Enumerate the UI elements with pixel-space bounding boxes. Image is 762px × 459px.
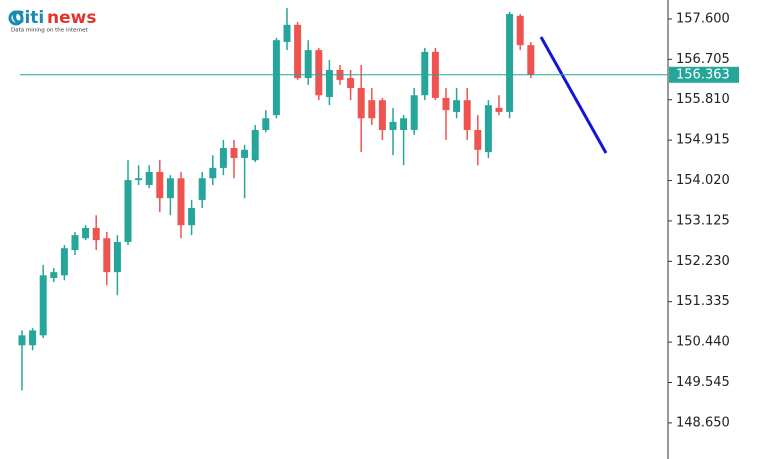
candle-body bbox=[92, 227, 100, 241]
candle-body bbox=[82, 227, 90, 239]
candle-body bbox=[50, 272, 58, 279]
y-tick-label: 153.125 bbox=[676, 213, 730, 228]
candle-body bbox=[156, 171, 164, 199]
y-tick-label: 148.650 bbox=[676, 415, 730, 430]
y-tick-label: 149.545 bbox=[676, 375, 730, 390]
candle-body bbox=[71, 235, 79, 251]
logo-icon bbox=[8, 10, 24, 26]
last-price-label: 156.363 bbox=[676, 67, 730, 82]
candle-body bbox=[103, 238, 111, 273]
candle-body bbox=[495, 107, 503, 112]
candle-body bbox=[463, 100, 471, 130]
candle-body bbox=[230, 148, 238, 158]
logo: Citi news Data mining on the internet bbox=[8, 8, 96, 34]
y-tick-label: 156.705 bbox=[676, 52, 730, 67]
candle-body bbox=[294, 24, 302, 79]
candle-body bbox=[177, 178, 185, 226]
y-tick-label: 151.335 bbox=[676, 294, 730, 309]
candle-body bbox=[188, 208, 196, 226]
y-tick-label: 154.915 bbox=[676, 133, 730, 148]
candle-body bbox=[241, 149, 249, 158]
candle-body bbox=[315, 50, 323, 96]
candle-body bbox=[378, 100, 386, 130]
candle-body bbox=[347, 78, 355, 89]
last-price-box bbox=[669, 66, 739, 83]
candle-body bbox=[166, 178, 174, 199]
y-tick-label: 152.230 bbox=[676, 254, 730, 269]
candle-body bbox=[304, 50, 312, 79]
candle-body bbox=[209, 167, 217, 179]
candle-body bbox=[124, 180, 132, 242]
y-tick-label: 154.020 bbox=[676, 173, 730, 188]
logo-tagline: Data mining on the internet bbox=[11, 28, 88, 34]
candle-body bbox=[18, 335, 26, 346]
candle-body bbox=[135, 178, 143, 181]
candle-body bbox=[283, 24, 291, 42]
y-tick-label: 157.600 bbox=[676, 11, 730, 26]
candle-body bbox=[219, 148, 227, 168]
trend-arrow bbox=[539, 36, 608, 154]
candle-body bbox=[506, 13, 514, 112]
candle-body bbox=[410, 95, 418, 130]
candle-body bbox=[442, 97, 450, 111]
candle-body bbox=[198, 178, 206, 200]
logo-suffix: news bbox=[47, 8, 96, 28]
candle-body bbox=[60, 248, 68, 276]
candle-body bbox=[474, 129, 482, 150]
y-tick-label: 150.440 bbox=[676, 335, 730, 350]
candle-body bbox=[39, 275, 47, 336]
candle-body bbox=[251, 129, 259, 161]
y-tick-label: 155.810 bbox=[676, 92, 730, 107]
candle-body bbox=[262, 118, 270, 130]
candle-body bbox=[453, 100, 461, 112]
candle-body bbox=[421, 51, 429, 96]
candle-body bbox=[357, 88, 365, 119]
candle-body bbox=[484, 105, 492, 153]
candle-body bbox=[325, 69, 333, 98]
candle-body bbox=[389, 121, 397, 130]
candle-body bbox=[516, 15, 524, 46]
candle-body bbox=[272, 40, 280, 116]
logo-brand: Citi bbox=[12, 8, 44, 28]
candle-body bbox=[145, 171, 153, 186]
candle-body bbox=[368, 100, 376, 119]
candle-body bbox=[29, 330, 37, 346]
candle-body bbox=[400, 118, 408, 130]
candle-body bbox=[113, 241, 121, 273]
candle-body bbox=[527, 45, 535, 75]
